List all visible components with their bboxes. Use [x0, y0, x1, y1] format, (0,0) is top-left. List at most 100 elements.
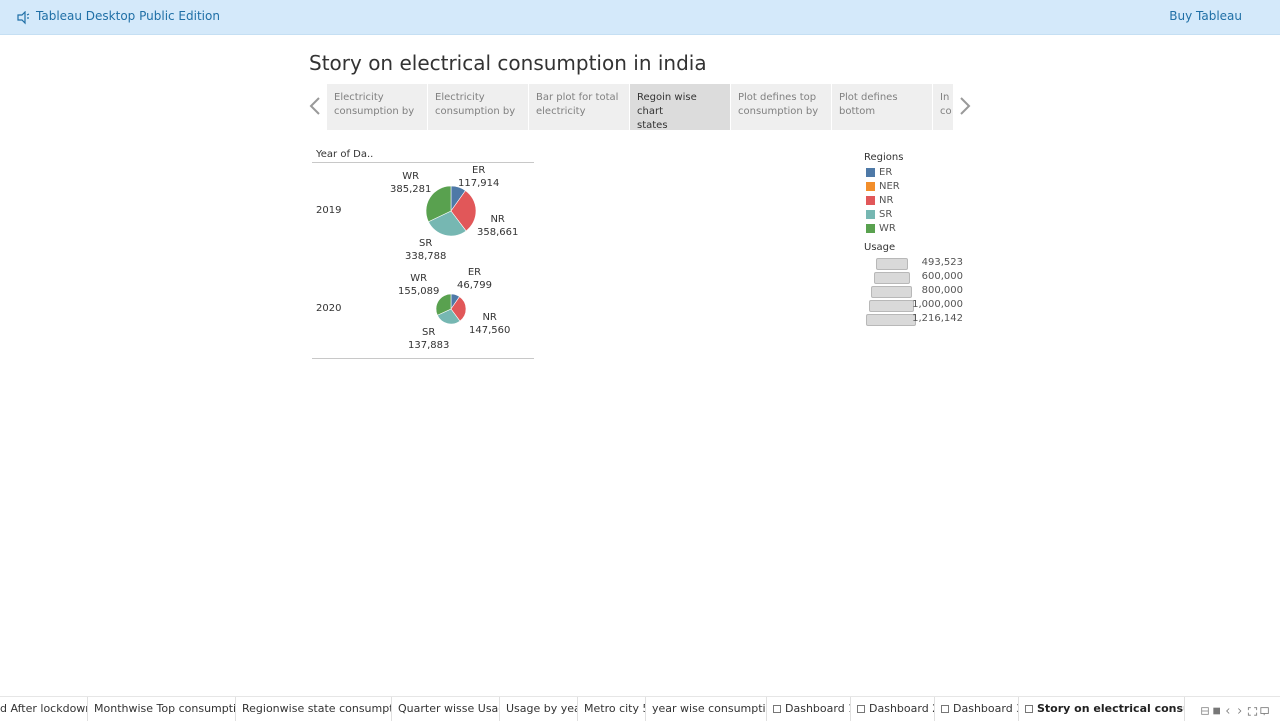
size-legend-item-1: 493,523: [860, 257, 970, 270]
slice-region: SR: [422, 327, 436, 338]
slice-label-2019-nr: NR 358,661: [477, 213, 518, 239]
story-point-caption-line1: Bar plot for total: [536, 92, 619, 103]
story-point-caption-line2: states: [637, 120, 668, 130]
dashboard-icon: [773, 705, 781, 713]
present-mode-icon[interactable]: [1260, 707, 1269, 716]
slice-region: NR: [490, 214, 505, 225]
tab-quarter-wisse-usage[interactable]: Quarter wisse Usage: [392, 697, 500, 721]
dashboard-icon: [941, 705, 949, 713]
slice-label-2019-er: ER 117,914: [458, 164, 499, 190]
scroll-tabs-right-icon[interactable]: [1238, 708, 1242, 714]
pie-slice-2020-nr[interactable]: [450, 296, 467, 322]
story-point-caption-line1: Plot defines: [839, 92, 898, 103]
sheet-tab-bar: d After lockdown Monthwise Top consumpti…: [0, 696, 1280, 721]
tab-year-wise-consumption[interactable]: year wise consumption: [646, 697, 767, 721]
tab-dashboard-1[interactable]: Dashboard 1: [767, 697, 851, 721]
slice-region: ER: [472, 165, 486, 176]
pie-slice-2020-wr[interactable]: [435, 293, 452, 316]
slice-region: ER: [467, 267, 482, 278]
story-icon: [1025, 705, 1033, 713]
tab-label: Monthwise Top consumption: [94, 702, 236, 715]
size-label: 600,000: [921, 271, 963, 282]
legend-swatch: [866, 210, 875, 219]
story-point-caption-line2: bottom: [839, 106, 876, 117]
tab-monthwise-top-consumption[interactable]: Monthwise Top consumption: [88, 697, 236, 721]
size-legend-item-2: 600,000: [860, 271, 970, 284]
story-point-caption-line2: consumption by: [334, 106, 415, 117]
buy-tableau-link[interactable]: Buy Tableau: [1169, 9, 1242, 23]
story-point-navigator: Electricity consumption by Electricity c…: [327, 84, 953, 130]
pie-slice-2019-sr[interactable]: [428, 210, 467, 237]
story-point-caption-line2: consumption by: [738, 106, 819, 117]
legend-label: NR: [879, 195, 894, 206]
story-point-3[interactable]: Bar plot for total electricity: [529, 84, 629, 130]
legend-label: NER: [879, 181, 900, 192]
slice-value: 385,281: [390, 184, 432, 195]
story-point-caption-line1: Electricity: [435, 92, 485, 103]
slice-value: 155,089: [398, 286, 440, 297]
size-legend-item-4: 1,000,000: [860, 299, 970, 312]
story-point-4-active[interactable]: Regoin wise chart states: [630, 84, 730, 130]
row-header-2020: 2020: [316, 303, 342, 314]
story-point-7[interactable]: In co: [933, 84, 953, 130]
color-legend-title: Regions: [864, 152, 904, 163]
size-pill: [871, 286, 912, 298]
slice-region: NR: [482, 312, 497, 323]
story-point-2[interactable]: Electricity consumption by: [428, 84, 528, 130]
slice-value: 358,661: [477, 227, 519, 238]
pie-2020[interactable]: [435, 293, 467, 325]
size-label: 493,523: [921, 257, 963, 268]
tab-dashboard-3[interactable]: Dashboard 3: [935, 697, 1019, 721]
slice-label-2020-er: ER 46,799: [457, 266, 492, 292]
tab-usage-by-year[interactable]: Usage by year: [500, 697, 578, 721]
tab-story-active[interactable]: Story on electrical consump...: [1019, 697, 1185, 721]
header-divider: [312, 162, 534, 163]
legend-swatch: [866, 168, 875, 177]
tab-after-lockdown[interactable]: d After lockdown: [0, 697, 88, 721]
slice-value: 137,883: [408, 340, 450, 351]
size-pill: [866, 314, 916, 326]
slice-region: SR: [419, 238, 433, 249]
show-filmstrip-icon[interactable]: [1213, 707, 1220, 715]
tab-label: Story on electrical consump...: [1037, 702, 1184, 715]
story-point-1[interactable]: Electricity consumption by: [327, 84, 427, 130]
legend-label: WR: [879, 223, 896, 234]
tab-regionwise-state-consumption[interactable]: Regionwise state consumption: [236, 697, 392, 721]
scroll-tabs-left-icon[interactable]: [1226, 708, 1230, 714]
previous-point-button[interactable]: [308, 92, 322, 120]
tab-label: Dashboard 2: [869, 702, 935, 715]
legend-label: ER: [879, 167, 893, 178]
tab-label: Usage by year: [506, 702, 578, 715]
slice-region: WR: [402, 171, 420, 182]
next-point-button[interactable]: [958, 92, 972, 120]
tab-label: year wise consumption: [652, 702, 767, 715]
chevron-left-icon: [309, 97, 320, 115]
show-sheet-sorter-icon[interactable]: [1201, 707, 1209, 715]
slice-label-2019-sr: SR 338,788: [405, 237, 446, 263]
pie-slice-2019-wr[interactable]: [425, 185, 452, 223]
pie-2019[interactable]: [425, 185, 477, 237]
story-point-caption-line1: In: [940, 92, 950, 103]
tab-label: d After lockdown: [0, 702, 88, 715]
slice-label-2020-nr: NR 147,560: [469, 311, 510, 337]
story-point-5[interactable]: Plot defines top consumption by: [731, 84, 831, 130]
story-point-6[interactable]: Plot defines bottom: [832, 84, 932, 130]
legend-swatch: [866, 196, 875, 205]
story-point-caption-line2: electricity: [536, 106, 586, 117]
size-label: 1,216,142: [912, 313, 963, 324]
slice-label-2019-wr: WR 385,281: [390, 170, 431, 196]
story-point-caption-line1: Electricity: [334, 92, 384, 103]
tab-metro-city-5[interactable]: Metro city 5: [578, 697, 646, 721]
tab-bar-controls: [1201, 707, 1269, 716]
tab-label: Metro city 5: [584, 702, 646, 715]
size-legend-title: Usage: [864, 242, 896, 253]
story-point-caption-line2: co: [940, 106, 952, 117]
tab-dashboard-2[interactable]: Dashboard 2: [851, 697, 935, 721]
legend-swatch: [866, 224, 875, 233]
pie-slice-2019-nr[interactable]: [450, 190, 477, 232]
dashboard-icon: [857, 705, 865, 713]
chevron-right-icon: [960, 97, 971, 115]
size-legend-item-5: 1,216,142: [860, 313, 970, 326]
fullscreen-icon[interactable]: [1247, 707, 1258, 716]
